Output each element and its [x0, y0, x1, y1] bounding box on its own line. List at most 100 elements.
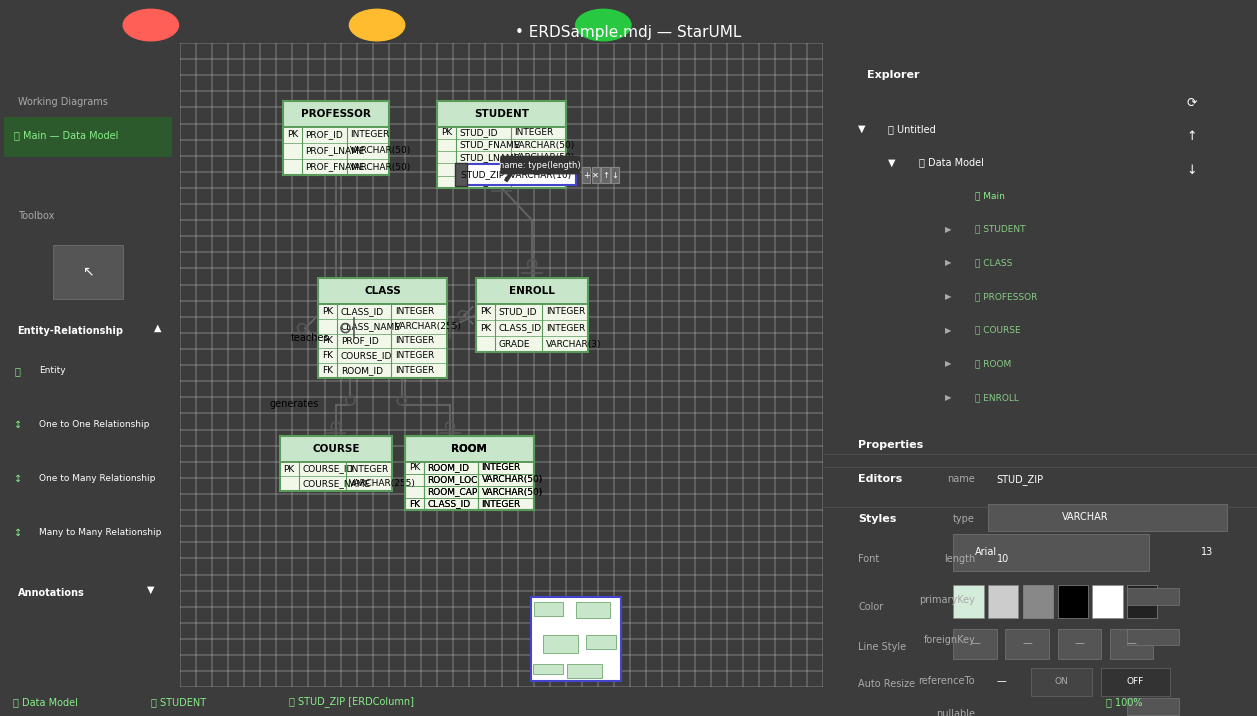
Text: +: + [583, 170, 590, 180]
FancyBboxPatch shape [611, 168, 620, 183]
FancyBboxPatch shape [405, 462, 534, 510]
Bar [4, 117, 172, 158]
Text: —: — [997, 676, 1007, 686]
Text: INTEGER: INTEGER [395, 307, 434, 316]
FancyBboxPatch shape [283, 127, 388, 175]
Text: COURSE_ID: COURSE_ID [341, 352, 392, 360]
Text: ▶: ▶ [945, 326, 952, 334]
Text: ROOM: ROOM [451, 444, 488, 454]
Text: PK: PK [480, 324, 491, 333]
FancyBboxPatch shape [405, 436, 534, 462]
Bar [1092, 585, 1123, 619]
Text: ▶: ▶ [945, 258, 952, 267]
Text: INTEGER: INTEGER [546, 324, 585, 333]
Text: VARCHAR(50): VARCHAR(50) [349, 146, 411, 155]
Text: STUD_LNAME: STUD_LNAME [460, 153, 520, 162]
Text: 📗 CLASS: 📗 CLASS [975, 258, 1012, 267]
Bar [1110, 629, 1153, 659]
FancyBboxPatch shape [318, 304, 446, 378]
Text: ⬜: ⬜ [14, 366, 20, 376]
Text: COURSE_ID: COURSE_ID [302, 465, 353, 473]
FancyBboxPatch shape [586, 635, 616, 649]
Text: name: name [948, 474, 975, 484]
Text: GRADE: GRADE [498, 339, 529, 349]
Text: —: — [970, 638, 980, 648]
FancyBboxPatch shape [405, 436, 534, 462]
Bar [954, 629, 997, 659]
FancyBboxPatch shape [456, 164, 576, 185]
Text: INTEGER: INTEGER [481, 463, 520, 473]
FancyBboxPatch shape [437, 101, 566, 127]
Text: 📗 COURSE: 📗 COURSE [975, 326, 1021, 334]
Text: VARCHAR: VARCHAR [1062, 513, 1109, 523]
Text: ▶: ▶ [945, 292, 952, 301]
Bar [1006, 629, 1048, 659]
Text: PK: PK [284, 465, 295, 473]
FancyBboxPatch shape [534, 602, 563, 616]
Text: ✕: ✕ [592, 170, 600, 180]
Text: ▶: ▶ [945, 359, 952, 368]
Text: Annotations: Annotations [18, 588, 84, 598]
Text: INTEGER: INTEGER [546, 307, 585, 316]
FancyBboxPatch shape [476, 278, 588, 304]
Text: INTEGER: INTEGER [349, 465, 388, 473]
Text: foreignKey: foreignKey [924, 635, 975, 645]
Text: VARCHAR(50): VARCHAR(50) [481, 488, 543, 496]
Text: PK: PK [441, 128, 453, 137]
FancyBboxPatch shape [576, 602, 610, 618]
FancyBboxPatch shape [437, 127, 566, 188]
Text: ▶: ▶ [945, 225, 952, 233]
Bar [1057, 585, 1087, 619]
FancyBboxPatch shape [530, 597, 621, 681]
Text: STUD_ID: STUD_ID [460, 128, 498, 137]
Text: STUD_ID: STUD_ID [498, 307, 537, 316]
Text: COURSE_NAME: COURSE_NAME [302, 479, 370, 488]
Text: FK: FK [410, 500, 420, 508]
Text: ↕: ↕ [14, 474, 23, 484]
Text: VARCHAR(50): VARCHAR(50) [514, 140, 574, 150]
FancyBboxPatch shape [476, 304, 588, 352]
Text: 📗 ENROLL: 📗 ENROLL [975, 393, 1019, 402]
Text: ▶: ▶ [945, 393, 952, 402]
Text: PROF_ID: PROF_ID [305, 130, 343, 140]
Text: 🌐 Untitled: 🌐 Untitled [889, 124, 936, 134]
Text: ▼: ▼ [859, 124, 866, 134]
Text: ENROLL: ENROLL [509, 286, 556, 296]
Text: Styles: Styles [859, 514, 896, 524]
Text: teaches: teaches [290, 333, 329, 343]
Text: Entity: Entity [39, 366, 65, 375]
Bar [1126, 629, 1179, 645]
Text: —: — [1022, 638, 1032, 648]
Text: ROOM_CAP: ROOM_CAP [427, 488, 478, 496]
FancyBboxPatch shape [592, 168, 600, 183]
Text: INTEGER: INTEGER [395, 352, 434, 360]
Text: —: — [1075, 638, 1084, 648]
Text: ▼: ▼ [147, 585, 155, 595]
Bar [1126, 585, 1158, 619]
Text: PROF_LNAME: PROF_LNAME [305, 146, 365, 155]
Text: ROOM_ID: ROOM_ID [341, 366, 382, 375]
Text: Properties: Properties [859, 440, 924, 450]
Text: VARCHAR(50): VARCHAR(50) [349, 163, 411, 172]
Text: VARCHAR(255): VARCHAR(255) [395, 321, 461, 331]
Bar [988, 504, 1227, 531]
Text: PK: PK [322, 307, 333, 316]
FancyBboxPatch shape [455, 163, 466, 186]
FancyBboxPatch shape [533, 664, 563, 674]
Text: 📗 Main: 📗 Main [975, 191, 1006, 200]
Text: • ERDSample.mdj — StarUML: • ERDSample.mdj — StarUML [515, 25, 742, 40]
Text: ▼: ▼ [889, 158, 896, 168]
Text: ON: ON [1055, 677, 1068, 686]
Text: VARCHAR(50): VARCHAR(50) [481, 475, 543, 485]
FancyBboxPatch shape [543, 635, 578, 654]
Text: ROOM_CAP: ROOM_CAP [427, 488, 478, 496]
Text: nullable: nullable [936, 710, 975, 716]
Text: STUD_CITY: STUD_CITY [460, 178, 508, 186]
Text: ↑: ↑ [602, 170, 608, 180]
Bar [954, 585, 984, 619]
Text: PK: PK [409, 463, 420, 473]
Text: VARCHAR(50): VARCHAR(50) [514, 178, 574, 186]
FancyBboxPatch shape [567, 664, 602, 678]
Text: VARCHAR(50): VARCHAR(50) [514, 153, 574, 162]
Text: ⬛ Main — Data Model: ⬛ Main — Data Model [14, 130, 118, 140]
